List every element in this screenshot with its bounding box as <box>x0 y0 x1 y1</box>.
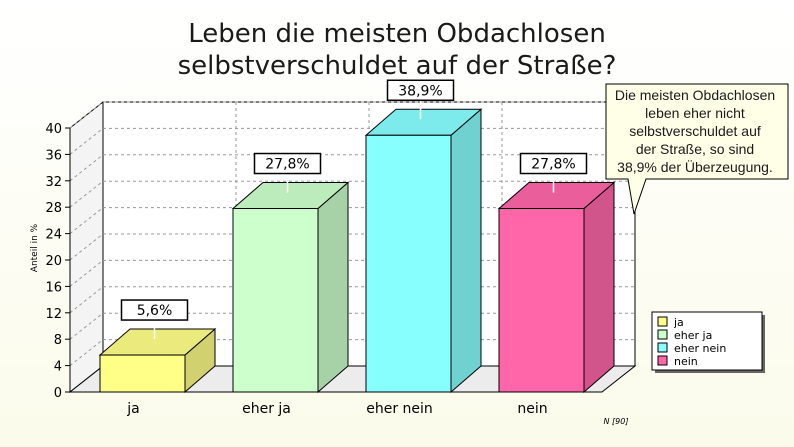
x-tick-label: eher nein <box>366 401 433 417</box>
legend-swatch <box>657 329 668 340</box>
callout-bubble <box>605 83 789 215</box>
gridline-side <box>69 101 104 129</box>
bar-side <box>317 181 349 394</box>
legend-entry: nein <box>674 355 698 368</box>
data-label: 27,8% <box>265 157 309 173</box>
legend-swatch <box>657 316 668 327</box>
y-tick-label: 28 <box>45 201 62 216</box>
bar <box>498 208 585 393</box>
data-label: 38,9% <box>398 83 442 99</box>
data-label: 27,8% <box>531 157 575 173</box>
data-label-box <box>519 152 588 175</box>
sample-size-note: N [90] <box>604 417 629 426</box>
callout-text-line: selbstverschuldet auf <box>629 123 761 139</box>
y-tick-label: 24 <box>45 228 62 243</box>
data-label-box <box>386 79 455 102</box>
x-tick-label: eher ja <box>242 401 291 417</box>
data-label-box <box>253 152 322 175</box>
gridline-side <box>69 128 104 155</box>
chart-title-line: selbstverschuldet auf der Straße? <box>178 51 617 81</box>
gridline-side <box>69 154 104 182</box>
data-label-box <box>120 299 189 321</box>
y-tick-label: 40 <box>45 122 62 137</box>
gridline-side <box>69 207 104 234</box>
bar <box>99 354 186 393</box>
gridline-side <box>69 180 104 208</box>
legend <box>651 311 763 371</box>
plot-side-wall <box>69 100 104 394</box>
legend-entry: eher ja <box>674 329 712 342</box>
legend-swatch <box>657 342 668 353</box>
y-tick-label: 8 <box>54 333 62 348</box>
gridline-side <box>69 286 104 314</box>
gridline-side <box>69 339 104 366</box>
bar <box>365 134 452 393</box>
gridline-side <box>69 312 104 340</box>
callout-text-line: 38,9% der Überzeugung. <box>617 158 773 175</box>
y-tick-label: 0 <box>54 386 62 401</box>
y-tick-label: 4 <box>54 360 62 375</box>
gridline-side <box>69 233 104 261</box>
bar-side <box>583 181 615 394</box>
callout-text-line: der Straße, so sind <box>636 141 754 157</box>
legend-entry: eher nein <box>674 342 726 355</box>
x-tick-label: ja <box>126 401 139 417</box>
callout-text-line: leben eher nicht <box>645 105 745 121</box>
legend-entry: ja <box>673 316 684 329</box>
y-tick-label: 36 <box>45 148 62 163</box>
y-tick-label: 32 <box>45 175 62 190</box>
chart-title-line: Leben die meisten Obdachlosen <box>188 19 606 49</box>
bar-side <box>450 108 482 394</box>
legend-swatch <box>657 355 668 366</box>
x-tick-label: nein <box>517 401 547 417</box>
y-tick-label: 16 <box>45 280 62 295</box>
gridline-side <box>69 260 104 287</box>
data-label: 5,6% <box>137 303 173 319</box>
y-tick-label: 20 <box>45 254 62 269</box>
y-axis-label: Anteil in % <box>30 223 40 272</box>
callout-text-line: Die meisten Obdachlosen <box>615 87 775 103</box>
y-tick-label: 12 <box>45 307 62 322</box>
bar <box>232 208 319 393</box>
